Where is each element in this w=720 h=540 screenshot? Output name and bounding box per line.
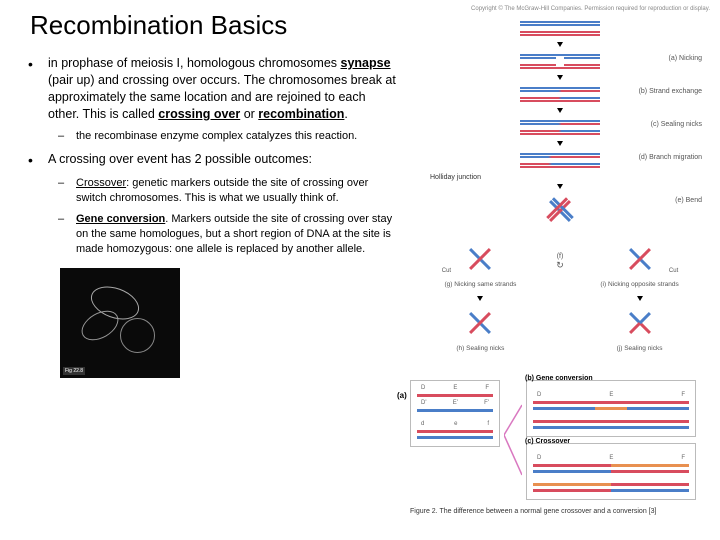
x-junction-icon bbox=[460, 303, 500, 343]
holliday-step-exchange: (b) Strand exchange bbox=[410, 82, 710, 106]
figure-column: Copyright © The McGraw-Hill Companies. P… bbox=[400, 0, 720, 540]
micro-caption: Fig 22.8 bbox=[63, 367, 85, 375]
arrow-icon bbox=[557, 42, 563, 47]
copyright-text: Copyright © The McGraw-Hill Companies. P… bbox=[410, 6, 710, 12]
microscopy-image: Fig 22.8 bbox=[60, 268, 180, 378]
sub-recombinase: the recombinase enzyme complex catalyzes… bbox=[48, 129, 400, 144]
arrow-icon bbox=[557, 108, 563, 113]
sub-gene-conversion: Gene conversion. Markers outside the sit… bbox=[48, 212, 400, 257]
slide-title: Recombination Basics bbox=[20, 10, 400, 41]
bullet-outcomes: A crossing over event has 2 possible out… bbox=[20, 151, 400, 168]
arrow-icon bbox=[637, 296, 643, 301]
holliday-step-migration: (d) Branch migration bbox=[410, 148, 710, 172]
bullet-prophase: in prophase of meiosis I, homologous chr… bbox=[20, 55, 400, 143]
holliday-step-sealing: (c) Sealing nicks bbox=[410, 115, 710, 139]
main-bullet-list: in prophase of meiosis I, homologous chr… bbox=[20, 55, 400, 168]
fig2-panel-c: (c) Crossover DEF bbox=[526, 443, 696, 500]
fig2-panel-a: (a) DEF D'E'F' def bbox=[410, 380, 500, 447]
sub-crossover: Crossover: genetic markers outside the s… bbox=[48, 176, 400, 206]
arrow-icon bbox=[557, 141, 563, 146]
arrow-icon bbox=[557, 75, 563, 80]
arrow-icon bbox=[477, 296, 483, 301]
holliday-step-initial bbox=[410, 16, 710, 40]
holliday-junction-label: Holliday junction bbox=[430, 174, 481, 181]
holliday-diagram: Copyright © The McGraw-Hill Companies. P… bbox=[410, 6, 710, 352]
holliday-step-nicking: (a) Nicking bbox=[410, 49, 710, 73]
x-junction-icon bbox=[540, 191, 580, 231]
text-column: Recombination Basics in prophase of meio… bbox=[0, 0, 400, 540]
fig2-caption: Figure 2. The difference between a norma… bbox=[410, 508, 710, 515]
arrow-icon bbox=[557, 184, 563, 189]
holliday-step-bend: (e) Bend bbox=[410, 191, 710, 235]
figure2-crossover-conversion: (a) DEF D'E'F' def bbox=[410, 380, 710, 515]
x-junction-icon bbox=[620, 303, 660, 343]
holliday-resolution-row: (g) Nicking same strands Cut (h) Sealing… bbox=[410, 239, 710, 352]
fig2-panel-b: (b) Gene conversion DEF bbox=[526, 380, 696, 437]
